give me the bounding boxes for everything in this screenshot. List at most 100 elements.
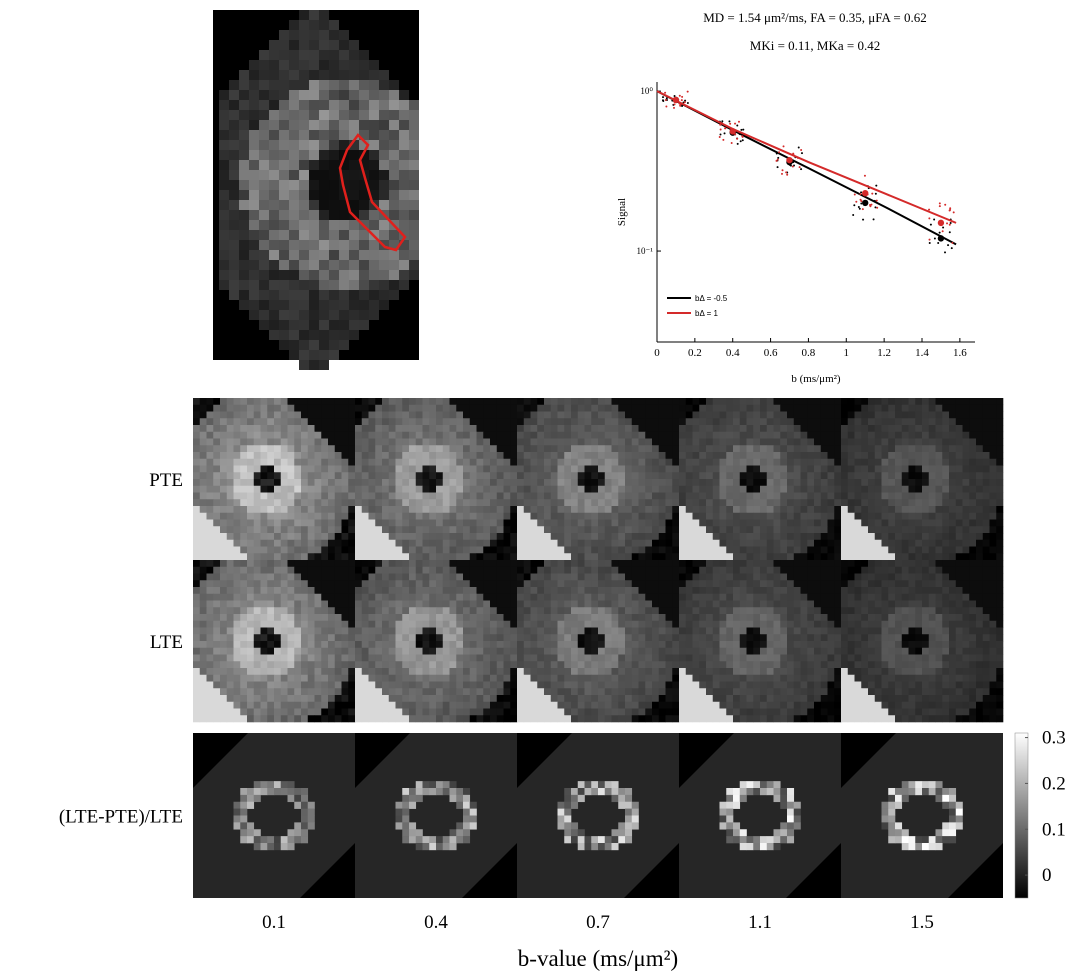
mri-pixel — [368, 425, 376, 433]
mri-pixel — [962, 404, 970, 412]
mri-pixel — [253, 398, 261, 406]
roi-image-pixel — [399, 220, 409, 230]
mri-pixel — [996, 398, 1004, 406]
mri-pixel — [361, 519, 369, 527]
mri-pixel — [814, 539, 822, 547]
mri-pixel — [294, 519, 302, 527]
mri-pixel — [712, 438, 720, 446]
mri-pixel — [301, 398, 309, 406]
mri-pixel — [523, 485, 531, 493]
mri-pixel — [719, 512, 727, 520]
mri-pixel — [888, 492, 896, 500]
mri-pixel — [530, 485, 538, 493]
mri-pixel — [928, 506, 936, 514]
mri-pixel — [429, 641, 437, 649]
mri-pixel — [969, 519, 977, 527]
mri-pixel — [274, 458, 282, 466]
mri-pixel — [490, 634, 498, 642]
roi-image-pixel — [289, 330, 299, 340]
mri-pixel — [807, 425, 815, 433]
mri-pixel — [922, 438, 930, 446]
mri-pixel — [361, 458, 369, 466]
mri-pixel — [577, 398, 585, 406]
roi-image-pixel — [379, 300, 389, 310]
mri-pixel — [874, 499, 882, 507]
mri-pixel — [976, 418, 984, 426]
mri-pixel — [685, 512, 693, 520]
mri-pixel — [976, 512, 984, 520]
mri-pixel — [469, 681, 477, 689]
mri-pixel — [611, 445, 619, 453]
roi-image-pixel — [279, 140, 289, 150]
mri-pixel — [834, 533, 842, 541]
mri-pixel — [361, 485, 369, 493]
mri-pixel — [652, 580, 660, 588]
mri-pixel — [976, 445, 984, 453]
mri-pixel — [240, 566, 248, 574]
mri-pixel — [375, 445, 383, 453]
mri-pixel — [584, 614, 592, 622]
mri-pixel — [469, 674, 477, 682]
mri-pixel — [213, 587, 221, 595]
mri-pixel — [334, 668, 342, 676]
roi-image-pixel — [339, 120, 349, 130]
mri-pixel — [571, 452, 579, 460]
mri-pixel — [463, 472, 471, 480]
mri-pixel — [456, 418, 464, 426]
mri-pixel — [206, 431, 214, 439]
roi-image-pixel — [379, 160, 389, 170]
roi-image-pixel — [269, 120, 279, 130]
mri-pixel — [841, 533, 849, 541]
mri-pixel — [935, 404, 943, 412]
roi-image-pixel — [319, 160, 329, 170]
mri-pixel — [490, 681, 498, 689]
mri-pixel — [213, 708, 221, 716]
mri-pixel — [733, 539, 741, 547]
mri-pixel — [625, 607, 633, 615]
mri-pixel — [625, 438, 633, 446]
mri-pixel — [436, 438, 444, 446]
mri-pixel — [321, 472, 329, 480]
mri-pixel — [631, 479, 639, 487]
mri-pixel — [908, 431, 916, 439]
mri-pixel — [719, 445, 727, 453]
mri-pixel — [233, 519, 241, 527]
mri-pixel — [301, 566, 309, 574]
mri-pixel — [915, 431, 923, 439]
mri-pixel — [530, 418, 538, 426]
roi-image-pixel — [339, 110, 349, 120]
mri-pixel — [415, 526, 423, 534]
mri-pixel — [490, 526, 498, 534]
mri-pixel — [449, 458, 457, 466]
mri-pixel — [213, 695, 221, 703]
roi-image-pixel — [379, 190, 389, 200]
mri-pixel — [199, 539, 207, 547]
mri-pixel — [591, 573, 599, 581]
mri-pixel — [348, 492, 356, 500]
mri-pixel — [429, 573, 437, 581]
mri-pixel — [577, 431, 585, 439]
mri-pixel — [935, 465, 943, 473]
mri-pixel — [604, 533, 612, 541]
mri-pixel — [375, 485, 383, 493]
mri-pixel — [280, 398, 288, 406]
roi-image-pixel — [319, 180, 329, 190]
mri-pixel — [726, 519, 734, 527]
mri-pixel — [321, 425, 329, 433]
mri-pixel — [537, 512, 545, 520]
mri-pixel — [928, 458, 936, 466]
mri-pixel — [645, 492, 653, 500]
mri-pixel — [800, 418, 808, 426]
mean-marker — [729, 128, 736, 135]
roi-image-pixel — [289, 130, 299, 140]
mri-pixel — [476, 566, 484, 574]
mri-pixel — [415, 425, 423, 433]
roi-image-pixel — [279, 100, 289, 110]
mri-pixel — [645, 452, 653, 460]
mri-pixel — [341, 708, 349, 716]
mri-pixel — [226, 431, 234, 439]
mri-pixel — [922, 492, 930, 500]
mri-pixel — [240, 553, 248, 561]
mri-pixel — [348, 465, 356, 473]
mri-pixel — [571, 398, 579, 406]
